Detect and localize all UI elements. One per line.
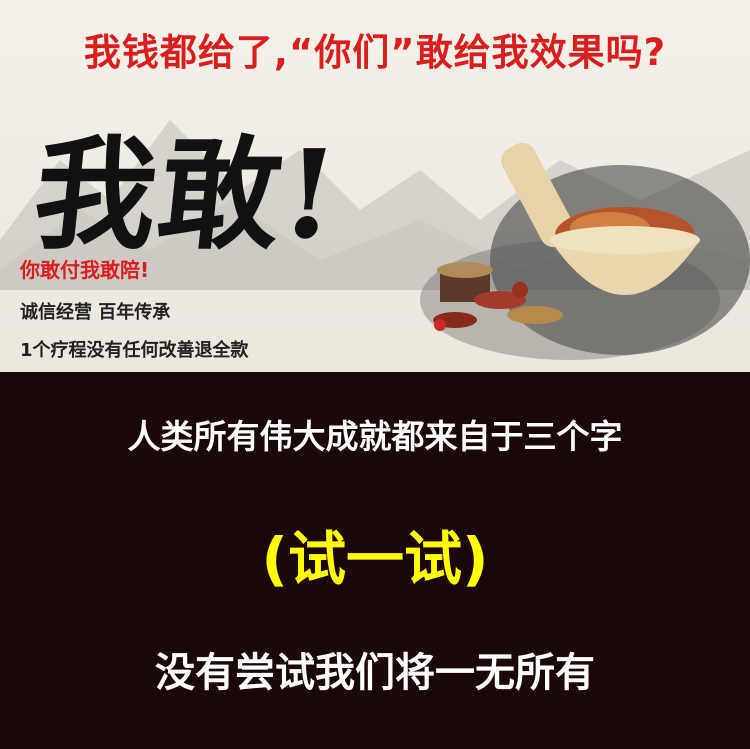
achievement-text: 人类所有伟大成就都来自于三个字 xyxy=(127,417,623,456)
slogan-text: 你敢付我敢陪! xyxy=(20,258,150,282)
top-banner: 我钱都给了,“你们”敢给我效果吗? 我敢! 你敢付我敢陪! 诚信经营 百年传承 … xyxy=(0,0,750,372)
headline: 我钱都给了,“你们”敢给我效果吗? xyxy=(83,31,667,74)
bottom-banner: 人类所有伟大成就都来自于三个字 (试一试) 没有尝试我们将一无所有 xyxy=(0,372,750,749)
refund-text: 1个疗程没有任何改善退全款 xyxy=(20,340,249,361)
brush-calligraphy: 我敢! xyxy=(27,122,347,266)
mortar-herbs-image xyxy=(420,142,750,360)
nothing-text: 没有尝试我们将一无所有 xyxy=(155,650,595,696)
integrity-text: 诚信经营 百年传承 xyxy=(20,302,171,323)
try-it-text: (试一试) xyxy=(261,525,489,593)
